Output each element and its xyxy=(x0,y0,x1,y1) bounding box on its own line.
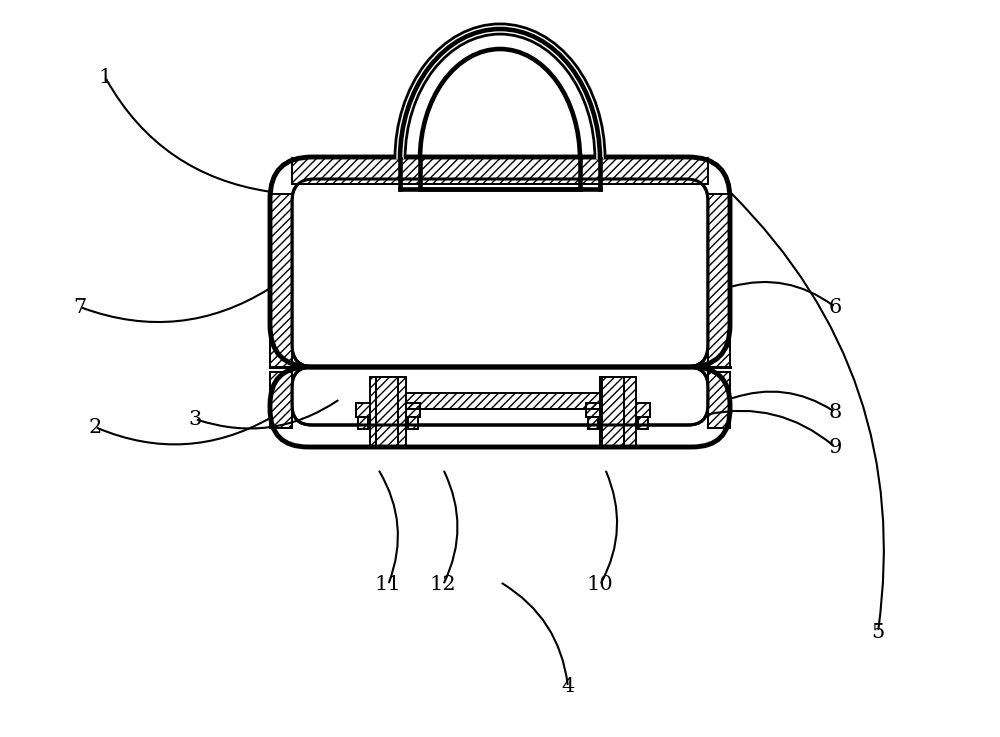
Bar xyxy=(708,194,730,367)
Bar xyxy=(292,158,708,184)
Bar xyxy=(358,417,368,429)
Bar xyxy=(292,158,708,184)
FancyBboxPatch shape xyxy=(292,179,708,367)
Bar xyxy=(270,194,292,367)
Bar xyxy=(270,194,292,367)
Bar xyxy=(270,372,292,428)
Bar xyxy=(376,377,398,447)
Bar xyxy=(600,377,636,447)
Text: 2: 2 xyxy=(88,417,102,436)
Bar xyxy=(586,403,600,417)
Bar xyxy=(408,417,418,429)
Text: 6: 6 xyxy=(828,298,842,316)
Bar xyxy=(376,377,398,447)
Bar xyxy=(408,417,418,429)
Bar xyxy=(708,194,730,367)
Bar xyxy=(370,377,406,447)
FancyBboxPatch shape xyxy=(292,367,708,425)
Bar xyxy=(638,417,648,429)
Bar xyxy=(370,377,406,447)
FancyBboxPatch shape xyxy=(270,157,730,367)
Text: 7: 7 xyxy=(73,298,87,316)
Bar xyxy=(708,194,730,367)
Text: 11: 11 xyxy=(375,576,401,595)
Bar xyxy=(358,417,368,429)
Bar xyxy=(588,417,598,429)
Bar xyxy=(406,403,420,417)
Bar xyxy=(588,417,598,429)
Bar xyxy=(708,372,730,428)
Bar xyxy=(636,403,650,417)
FancyBboxPatch shape xyxy=(270,367,730,447)
Text: 10: 10 xyxy=(587,576,613,595)
Bar xyxy=(356,403,370,417)
Text: 12: 12 xyxy=(430,576,456,595)
Bar xyxy=(406,403,420,417)
Bar xyxy=(636,403,650,417)
Bar xyxy=(370,377,406,447)
Bar xyxy=(602,377,624,447)
Text: 1: 1 xyxy=(98,68,112,86)
Text: 8: 8 xyxy=(828,402,842,422)
Bar xyxy=(270,194,292,367)
Bar xyxy=(708,372,730,428)
Bar xyxy=(406,403,420,417)
Bar xyxy=(292,158,708,184)
Bar xyxy=(600,377,636,447)
Bar xyxy=(358,417,368,429)
Bar xyxy=(270,372,292,428)
Bar xyxy=(408,417,418,429)
Bar xyxy=(270,372,292,428)
Bar xyxy=(406,393,600,409)
Bar xyxy=(406,393,600,409)
Bar xyxy=(586,403,600,417)
Text: 5: 5 xyxy=(871,623,885,641)
Bar xyxy=(356,403,370,417)
Bar xyxy=(586,403,600,417)
Bar xyxy=(638,417,648,429)
Text: 4: 4 xyxy=(561,677,575,696)
Bar xyxy=(600,377,636,447)
Text: 9: 9 xyxy=(828,438,842,456)
Bar xyxy=(602,377,624,447)
Bar xyxy=(638,417,648,429)
Text: 3: 3 xyxy=(188,410,202,428)
Bar xyxy=(406,393,600,409)
Bar xyxy=(376,377,398,447)
Bar xyxy=(588,417,598,429)
Bar xyxy=(602,377,624,447)
Bar xyxy=(636,403,650,417)
Bar xyxy=(356,403,370,417)
Bar xyxy=(708,372,730,428)
